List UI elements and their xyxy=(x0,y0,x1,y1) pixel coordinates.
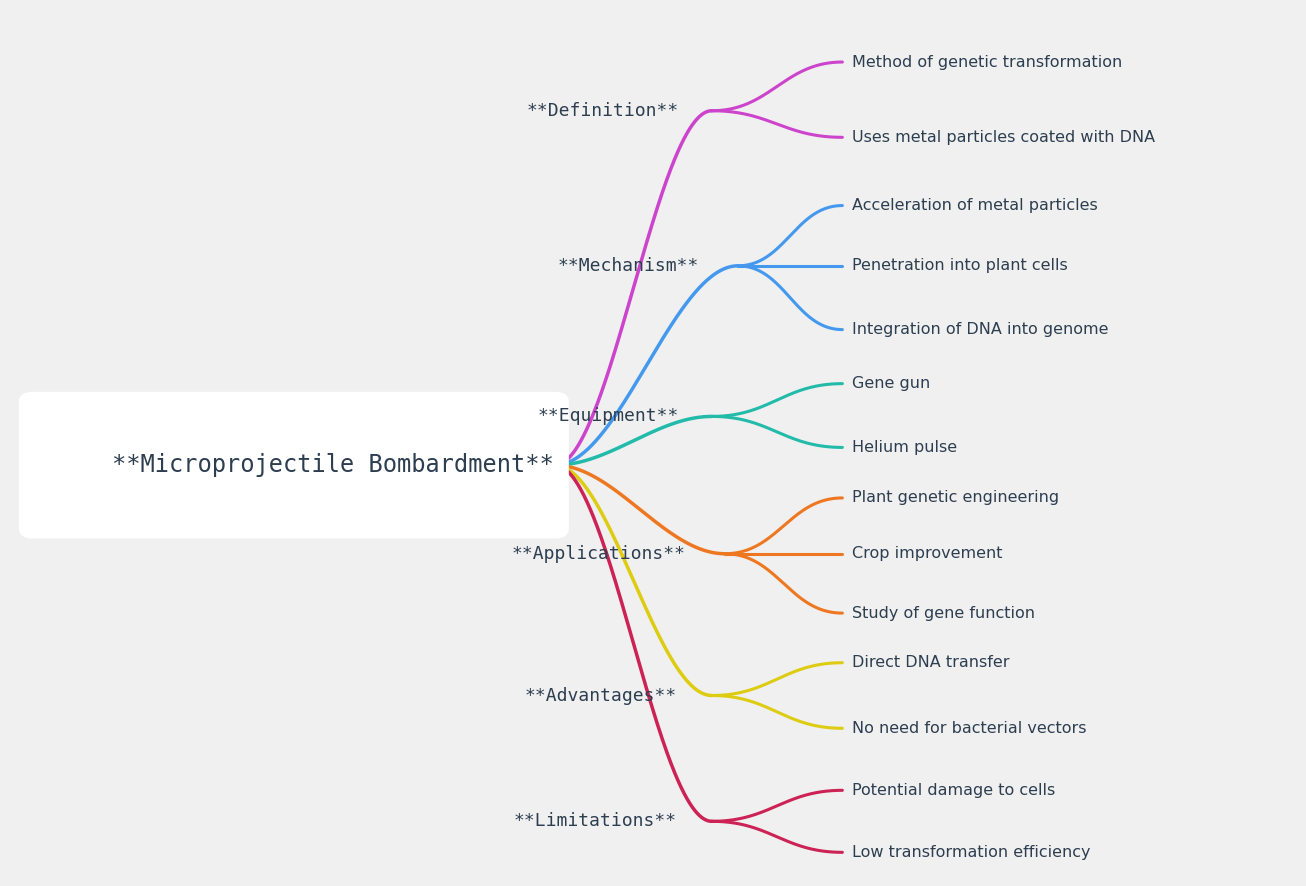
Text: **Microprojectile Bombardment**: **Microprojectile Bombardment** xyxy=(112,453,554,478)
Text: **Advantages**: **Advantages** xyxy=(524,687,677,704)
Text: Penetration into plant cells: Penetration into plant cells xyxy=(852,259,1067,273)
Text: **Equipment**: **Equipment** xyxy=(538,408,679,425)
Text: **Limitations**: **Limitations** xyxy=(513,812,677,830)
Text: Potential damage to cells: Potential damage to cells xyxy=(852,783,1055,797)
Text: Method of genetic transformation: Method of genetic transformation xyxy=(852,55,1122,69)
Text: Direct DNA transfer: Direct DNA transfer xyxy=(852,656,1010,670)
Text: **Mechanism**: **Mechanism** xyxy=(558,257,699,275)
Text: Helium pulse: Helium pulse xyxy=(852,440,956,455)
Text: Low transformation efficiency: Low transformation efficiency xyxy=(852,845,1091,859)
Text: Crop improvement: Crop improvement xyxy=(852,547,1002,561)
Text: No need for bacterial vectors: No need for bacterial vectors xyxy=(852,721,1087,735)
Text: Integration of DNA into genome: Integration of DNA into genome xyxy=(852,323,1107,337)
Text: Gene gun: Gene gun xyxy=(852,377,930,391)
Text: Uses metal particles coated with DNA: Uses metal particles coated with DNA xyxy=(852,130,1155,144)
Text: Plant genetic engineering: Plant genetic engineering xyxy=(852,491,1059,505)
FancyBboxPatch shape xyxy=(20,392,568,538)
Text: Acceleration of metal particles: Acceleration of metal particles xyxy=(852,198,1097,213)
Text: Study of gene function: Study of gene function xyxy=(852,606,1034,620)
Text: **Definition**: **Definition** xyxy=(526,102,679,120)
Text: **Applications**: **Applications** xyxy=(512,545,686,563)
